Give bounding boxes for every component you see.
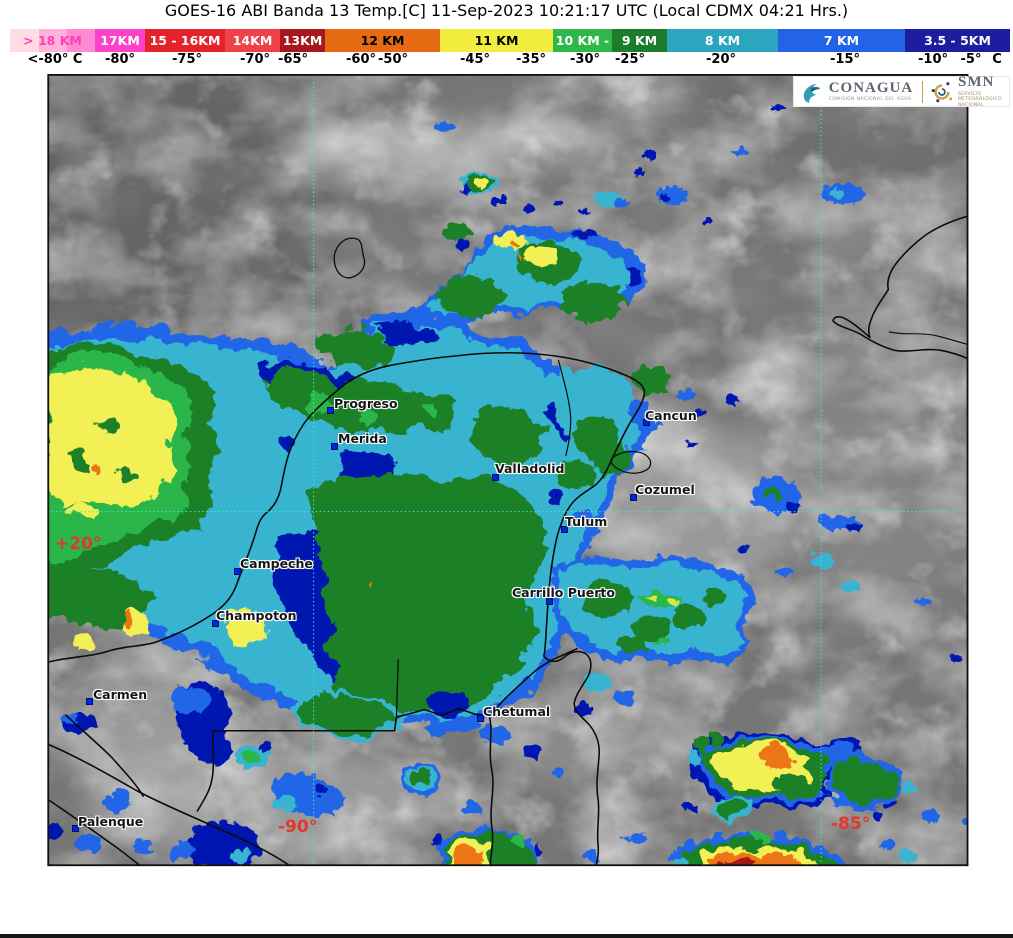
river-west-1: [64, 714, 144, 797]
city-marker: [327, 407, 334, 414]
conagua-wave-icon: [803, 83, 821, 103]
storm-north: [401, 167, 644, 324]
satellite-map: Progreso Merida Valladolid Cancun Cozume…: [0, 74, 1013, 938]
temp-label: -10°: [918, 52, 948, 67]
page-title: GOES-16 ABI Banda 13 Temp.[C] 11-Sep-202…: [164, 1, 849, 20]
state-line-yucatan-qroo: [557, 359, 572, 456]
temp-label: -30°: [570, 52, 600, 67]
cuba-inner-line: [888, 331, 968, 346]
city-label: Chetumal: [483, 704, 551, 719]
city-label: Carrillo Puerto: [512, 585, 615, 600]
agency-logos: CONAGUA COMISIÓN NACIONAL DEL AGUA SMN S…: [793, 73, 1010, 109]
smn-spiral-icon: [931, 81, 953, 102]
border-vertical-west: [196, 729, 215, 812]
rio-hondo-border: [488, 647, 578, 716]
scale-segment-12km: 12 KM: [325, 29, 440, 52]
mexico-guatemala-border: [212, 707, 491, 732]
temperature-scale: <-80° C -80° -75° -70° -65° -60° -50° -4…: [0, 52, 1013, 69]
cuba-north-coast: [867, 215, 968, 339]
temp-label: -75°: [172, 52, 202, 67]
scale-segment-15-16km: 15 - 16KM: [145, 29, 225, 52]
grid-label-lat20: +20°: [55, 534, 102, 554]
city-marker: [212, 620, 219, 627]
storm-east-scatter: [544, 363, 858, 712]
scale-segment-3.5-5km: 3.5 - 5KM: [905, 29, 1010, 52]
altitude-scale: > 18 KM 17KM 15 - 16KM 14KM 13KM 12 KM 1…: [10, 29, 1010, 52]
scale-segment-9km: 9 KM: [612, 29, 667, 52]
bottom-border: [0, 934, 1013, 938]
storm-southeast: [430, 726, 916, 866]
scale-segment-17km: 17KM: [95, 29, 145, 52]
city-label: Tulum: [565, 514, 608, 529]
cuba-south-coast: [832, 315, 968, 360]
temp-label: -5°: [960, 52, 982, 67]
coastlines-and-borders: [48, 215, 968, 866]
scale-segment-10km: 10 KM -: [553, 29, 612, 52]
conagua-name: CONAGUA: [828, 79, 914, 96]
city-label: Progreso: [334, 396, 398, 411]
river-west-2: [48, 798, 141, 866]
temp-label: -80°: [105, 52, 135, 67]
scale-segment-13km: 13KM: [280, 29, 325, 52]
latlon-grid: [48, 74, 968, 866]
city-label: Champoton: [216, 608, 297, 623]
city-marker: [546, 598, 553, 605]
city-label: Carmen: [93, 687, 148, 702]
satellite-imagery: [47, 74, 969, 867]
city-label: Campeche: [240, 556, 313, 571]
scale-segment-14km: 14KM: [225, 29, 280, 52]
city-marker: [477, 715, 484, 722]
cozumel-island: [610, 450, 652, 474]
smn-logo: SMN SERVICIO METEOROLÓGICO NACIONAL: [958, 73, 1010, 109]
city-marker: [234, 568, 241, 575]
temp-label: <-80° C: [27, 52, 83, 67]
city-marker: [561, 526, 568, 533]
scale-segment-7km: 7 KM: [778, 29, 905, 52]
temp-label: -50°: [378, 52, 408, 67]
city-label: Merida: [338, 431, 387, 446]
river-usumacinta: [48, 743, 291, 866]
temp-label: -35°: [516, 52, 546, 67]
scale-segment-11km: 11 KM: [440, 29, 553, 52]
scale-segment-8km: 8 KM: [667, 29, 778, 52]
city-marker: [643, 419, 650, 426]
temp-label: -65°: [278, 52, 308, 67]
yucatan-coastline: [48, 351, 646, 663]
smn-name: SMN: [958, 73, 995, 90]
temp-label: C: [992, 52, 1002, 67]
city-marker: [630, 494, 637, 501]
city-label: Cozumel: [635, 482, 695, 497]
alacranes-reef: [333, 237, 366, 279]
scale-segment-gt18km: > 18 KM: [10, 29, 95, 52]
grid-label-lon85: -85°: [831, 814, 871, 834]
city-label: Valladolid: [495, 461, 565, 476]
city-label: Cancun: [645, 408, 697, 423]
temp-label: -60°: [346, 52, 376, 67]
storm-southwest: [48, 676, 693, 866]
conagua-logo: CONAGUA COMISIÓN NACIONAL DEL AGUA: [828, 79, 914, 103]
smn-subtitle: SERVICIO METEOROLÓGICO NACIONAL: [958, 91, 1002, 108]
temp-label: -25°: [615, 52, 645, 67]
temp-label: -45°: [460, 52, 490, 67]
cloud-specks-top: [430, 101, 864, 224]
conagua-subtitle: COMISIÓN NACIONAL DEL AGUA: [828, 96, 912, 102]
city-marker: [331, 443, 338, 450]
temp-label: -15°: [830, 52, 860, 67]
belize-guatemala-border: [488, 715, 494, 866]
temp-label: -70°: [240, 52, 270, 67]
logo-divider: [922, 80, 924, 103]
map-frame: [47, 74, 969, 867]
city-marker: [86, 698, 93, 705]
cloud-specks-right: [839, 578, 968, 861]
city-label: Palenque: [78, 814, 144, 829]
city-marker: [72, 825, 79, 832]
chetumal-bay-belize-coast: [543, 650, 600, 866]
city-marker: [492, 474, 499, 481]
temp-label: -20°: [706, 52, 736, 67]
grid-label-lon90: -90°: [278, 817, 318, 837]
state-line-campeche-qroo: [395, 659, 399, 718]
